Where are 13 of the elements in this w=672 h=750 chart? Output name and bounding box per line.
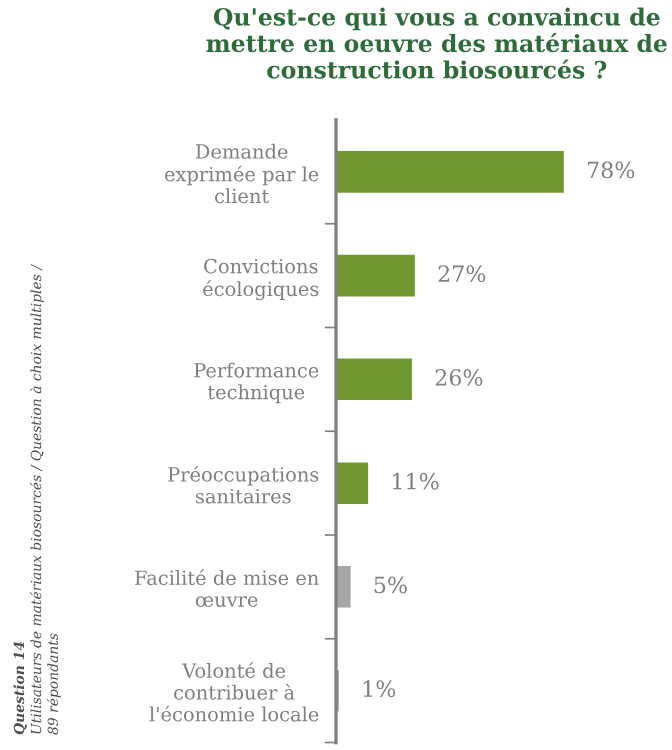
y-tick-label: Convictions écologiques [203,258,319,301]
data-label: 27% [438,265,486,283]
y-tick-label: Performance technique [194,362,319,404]
y-tick-label: Demande exprimée par le client [164,143,319,204]
data-label: 11% [393,472,439,490]
data-label: 1% [363,680,396,698]
y-tick-label: Facilité de mise en œuvre [135,569,319,607]
y-tick-label: Préoccupations sanitaires [168,465,319,504]
chart-title: Qu'est-ce qui vous a convaincu de mettre en oeuvre des matériaux de construction biosourcés ? [206,7,667,79]
data-label: 26% [435,369,483,386]
data-label: 5% [374,576,407,594]
data-label: 78% [587,161,635,179]
y-tick-label: Volonté de contribuer à l'économie locale [149,662,319,722]
